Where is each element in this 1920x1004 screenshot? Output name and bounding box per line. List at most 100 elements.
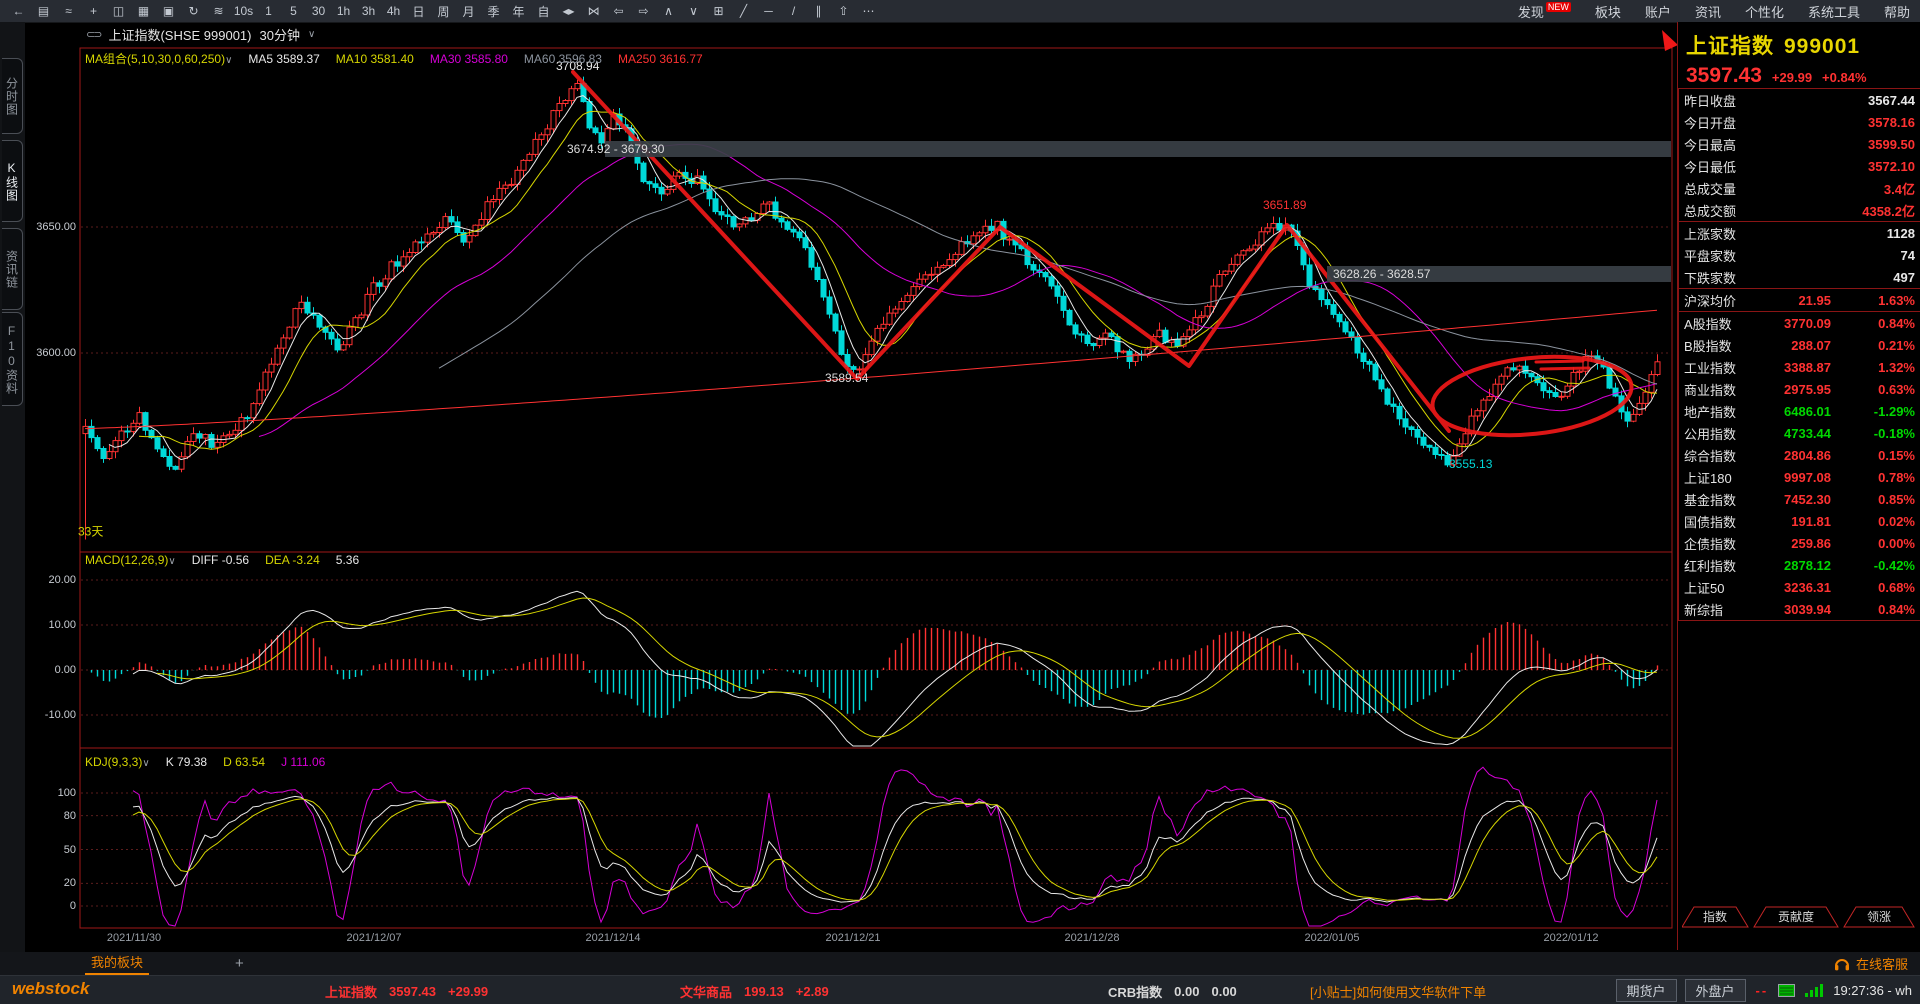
quote-board-icon[interactable]: ▤ <box>31 4 56 18</box>
quote-row-今日最低[interactable]: 今日最低3572.10 <box>1679 155 1920 177</box>
quote-row-pct: 0.00% <box>1845 536 1915 551</box>
monitor-icon[interactable] <box>1778 984 1795 997</box>
quote-row-总成交额[interactable]: 总成交额4358.2亿 <box>1679 199 1920 221</box>
status-quote-CRB指数[interactable]: CRB指数0.000.00 <box>1108 982 1237 1001</box>
panel-tab-贡献度[interactable]: 贡献度 <box>1778 909 1814 924</box>
quote-row-新综指[interactable]: 新综指3039.940.84% <box>1679 598 1920 620</box>
period-日-button[interactable]: 日 <box>406 3 431 20</box>
quote-row-value: 21.95 <box>1776 293 1845 308</box>
arrow-mark-icon[interactable]: ⇧ <box>831 4 856 18</box>
period-季-button[interactable]: 季 <box>481 3 506 20</box>
quote-panel: 上证指数999001 3597.43 +29.99 +0.84% 昨日收盘356… <box>1677 22 1920 950</box>
kline-chart-svg[interactable] <box>25 42 1677 952</box>
button-外盘户[interactable]: 外盘户 <box>1685 979 1746 1002</box>
zoom-out-icon[interactable]: ∧ <box>656 4 681 18</box>
quote-row-地产指数[interactable]: 地产指数6486.01-1.29% <box>1679 400 1920 422</box>
board-view-icon[interactable]: ▦ <box>131 4 156 18</box>
quote-row-工业指数[interactable]: 工业指数3388.871.32% <box>1679 356 1920 378</box>
quote-row-综合指数[interactable]: 综合指数2804.860.15% <box>1679 444 1920 466</box>
period-年-button[interactable]: 年 <box>506 3 531 20</box>
crosshair-icon[interactable]: + <box>81 4 106 18</box>
period-周-button[interactable]: 周 <box>431 3 456 20</box>
quote-row-红利指数[interactable]: 红利指数2878.12-0.42% <box>1679 554 1920 576</box>
status-right-cluster: 期货户外盘户 -- 19:27:36 - wh <box>1616 978 1912 1002</box>
quote-row-沪深均价[interactable]: 沪深均价21.951.63% <box>1679 288 1920 311</box>
trend-line-icon[interactable]: ╱ <box>731 4 756 18</box>
quote-row-国债指数[interactable]: 国债指数191.810.02% <box>1679 510 1920 532</box>
period-30-button[interactable]: 30 <box>306 4 331 18</box>
quote-row-label: 沪深均价 <box>1684 291 1776 310</box>
period-10s-button[interactable]: 10s <box>231 4 256 18</box>
quote-row-昨日收盘[interactable]: 昨日收盘3567.44 <box>1679 89 1920 111</box>
quote-row-value: 191.81 <box>1776 514 1845 529</box>
trend-drawing <box>573 72 1635 444</box>
quote-row-上涨家数[interactable]: 上涨家数1128 <box>1679 221 1920 244</box>
quote-row-平盘家数[interactable]: 平盘家数74 <box>1679 244 1920 266</box>
quote-row-总成交量[interactable]: 总成交量3.4亿 <box>1679 177 1920 199</box>
refresh-icon[interactable]: ↻ <box>181 4 206 18</box>
quote-row-pct: -0.42% <box>1845 558 1915 573</box>
account-buttons: 期货户外盘户 <box>1616 979 1746 1002</box>
menu-个性化[interactable]: 个性化 <box>1745 2 1784 21</box>
quote-row-今日开盘[interactable]: 今日开盘3578.16 <box>1679 111 1920 133</box>
quote-row-value: 3236.31 <box>1776 580 1845 595</box>
quote-row-A股指数[interactable]: A股指数3770.090.84% <box>1679 311 1920 334</box>
button-期货户[interactable]: 期货户 <box>1616 979 1677 1002</box>
quote-row-上证180[interactable]: 上证1809997.080.78% <box>1679 466 1920 488</box>
quote-row-pct: -0.18% <box>1845 426 1915 441</box>
popup-window-icon[interactable]: ◫ <box>106 4 131 18</box>
quote-row-B股指数[interactable]: B股指数288.070.21% <box>1679 334 1920 356</box>
period-3h-button[interactable]: 3h <box>356 4 381 18</box>
parallel-lines-icon[interactable]: ∥ <box>806 4 831 18</box>
more-tools-icon[interactable]: ⋯ <box>856 4 881 18</box>
online-service-button[interactable]: 在线客服 <box>1834 952 1908 975</box>
quote-row-企债指数[interactable]: 企债指数259.860.00% <box>1679 532 1920 554</box>
menu-系统工具[interactable]: 系统工具 <box>1808 2 1860 21</box>
panel-tab-领涨[interactable]: 领涨 <box>1867 909 1891 924</box>
sidebar-tab-F10资料[interactable]: F10资料 <box>2 312 23 406</box>
menu-发现[interactable]: 发现NEW <box>1518 2 1571 21</box>
horizontal-line-icon[interactable]: ─ <box>756 4 781 18</box>
draw-line-icon[interactable]: / <box>781 4 806 18</box>
menu-资讯[interactable]: 资讯 <box>1695 2 1721 21</box>
compress-bars-icon[interactable]: ◂▸ <box>556 4 581 18</box>
timeshare-chart-icon[interactable]: ≈ <box>56 4 81 18</box>
quote-row-今日最高[interactable]: 今日最高3599.50 <box>1679 133 1920 155</box>
sidebar-tab-资讯链[interactable]: 资讯链 <box>2 228 23 310</box>
quote-row-pct: 74 <box>1845 248 1915 263</box>
jump-latest-icon[interactable]: ⋈ <box>581 4 606 18</box>
quote-row-下跌家数[interactable]: 下跌家数497 <box>1679 266 1920 288</box>
link-icon[interactable]: ⊂⊃ <box>86 28 100 41</box>
chevron-down-icon[interactable]: ∨ <box>308 29 315 40</box>
quote-row-公用指数[interactable]: 公用指数4733.44-0.18% <box>1679 422 1920 444</box>
period-1h-button[interactable]: 1h <box>331 4 356 18</box>
quote-row-上证50[interactable]: 上证503236.310.68% <box>1679 576 1920 598</box>
status-quote-上证指数[interactable]: 上证指数3597.43+29.99 <box>325 982 488 1001</box>
multi-layout-icon[interactable]: ⊞ <box>706 4 731 18</box>
add-board-button[interactable]: + <box>235 952 244 975</box>
menu-板块[interactable]: 板块 <box>1595 2 1621 21</box>
chart-period[interactable]: 30分钟 <box>260 25 300 44</box>
sidebar-tab-分时图[interactable]: 分时图 <box>2 58 23 134</box>
tip-link[interactable]: [小贴士]如何使用文华软件下单 <box>1310 982 1486 1001</box>
status-quote-文华商品[interactable]: 文华商品199.13+2.89 <box>680 982 829 1001</box>
period-5-button[interactable]: 5 <box>281 4 306 18</box>
zoom-in-icon[interactable]: ∨ <box>681 4 706 18</box>
period-1-button[interactable]: 1 <box>256 4 281 18</box>
menu-账户[interactable]: 账户 <box>1645 2 1671 21</box>
page-right-icon[interactable]: ⇨ <box>631 4 656 18</box>
indicator-edit-icon[interactable]: ≋ <box>206 4 231 18</box>
quote-row-商业指数[interactable]: 商业指数2975.950.63% <box>1679 378 1920 400</box>
page-left-icon[interactable]: ⇦ <box>606 4 631 18</box>
save-layout-icon[interactable]: ▣ <box>156 4 181 18</box>
tab-my-board[interactable]: 我的板块 <box>85 952 149 975</box>
sidebar-tab-K线图[interactable]: K线图 <box>2 140 23 222</box>
quote-row-label: 今日最高 <box>1684 135 1776 154</box>
period-月-button[interactable]: 月 <box>456 3 481 20</box>
quote-row-基金指数[interactable]: 基金指数7452.300.85% <box>1679 488 1920 510</box>
back-icon[interactable]: ← <box>6 4 31 18</box>
period-自-button[interactable]: 自 <box>531 3 556 20</box>
period-4h-button[interactable]: 4h <box>381 4 406 18</box>
panel-tab-指数[interactable]: 指数 <box>1703 909 1727 924</box>
menu-帮助[interactable]: 帮助 <box>1884 2 1910 21</box>
